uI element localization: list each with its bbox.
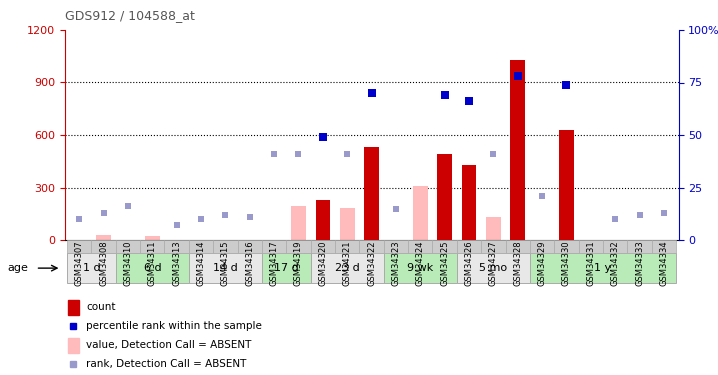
Text: 17 d: 17 d [274, 263, 299, 273]
Text: GSM34320: GSM34320 [318, 241, 327, 286]
Text: GSM34328: GSM34328 [513, 241, 522, 286]
Bar [67, 300, 79, 315]
Bar [315, 200, 330, 240]
Text: GSM34310: GSM34310 [123, 241, 132, 286]
Bar [360, 240, 383, 253]
Bar [437, 154, 452, 240]
Text: GSM34319: GSM34319 [294, 241, 303, 286]
Bar [96, 235, 111, 240]
Bar [579, 240, 603, 253]
Text: GSM34322: GSM34322 [367, 241, 376, 286]
Text: GSM34313: GSM34313 [172, 241, 181, 286]
Text: 14 d: 14 d [213, 263, 238, 273]
Bar [262, 240, 286, 253]
Text: GSM34325: GSM34325 [440, 241, 449, 286]
Bar [189, 253, 262, 283]
Bar [145, 236, 159, 240]
Text: GSM34317: GSM34317 [270, 241, 279, 286]
Bar [457, 253, 530, 283]
Bar [652, 240, 676, 253]
Bar [67, 253, 116, 283]
Bar [559, 130, 574, 240]
Text: GSM34326: GSM34326 [465, 241, 473, 286]
Text: GSM34321: GSM34321 [342, 241, 352, 286]
Bar [462, 165, 476, 240]
Bar [486, 217, 500, 240]
Text: GDS912 / 104588_at: GDS912 / 104588_at [65, 9, 195, 22]
Bar [67, 338, 79, 352]
Text: 1 y: 1 y [595, 263, 612, 273]
Text: GSM34314: GSM34314 [197, 241, 205, 286]
Bar [335, 240, 360, 253]
Bar [213, 240, 238, 253]
Text: GSM34331: GSM34331 [587, 241, 595, 286]
Bar [510, 60, 525, 240]
Text: GSM34323: GSM34323 [391, 241, 401, 286]
Text: GSM34330: GSM34330 [562, 241, 571, 286]
Text: value, Detection Call = ABSENT: value, Detection Call = ABSENT [86, 340, 251, 350]
Text: GSM34333: GSM34333 [635, 241, 644, 286]
Text: GSM34332: GSM34332 [611, 241, 620, 286]
Text: percentile rank within the sample: percentile rank within the sample [86, 321, 262, 331]
Bar [67, 240, 91, 253]
Text: 1 d: 1 d [83, 263, 101, 273]
Bar [413, 186, 428, 240]
Bar [432, 240, 457, 253]
Bar [116, 240, 140, 253]
Bar [530, 253, 676, 283]
Bar [140, 240, 164, 253]
Bar [628, 240, 652, 253]
Text: 6 d: 6 d [144, 263, 161, 273]
Text: GSM34311: GSM34311 [148, 241, 157, 286]
Bar [292, 206, 306, 240]
Bar [481, 240, 505, 253]
Text: 9 wk: 9 wk [407, 263, 434, 273]
Bar [383, 253, 457, 283]
Text: GSM34324: GSM34324 [416, 241, 425, 286]
Bar [238, 240, 262, 253]
Text: GSM34327: GSM34327 [489, 241, 498, 286]
Text: rank, Detection Call = ABSENT: rank, Detection Call = ABSENT [86, 359, 246, 369]
Bar [530, 240, 554, 253]
Bar [91, 240, 116, 253]
Text: age: age [7, 263, 28, 273]
Bar [116, 253, 189, 283]
Bar [189, 240, 213, 253]
Bar [364, 147, 379, 240]
Text: GSM34307: GSM34307 [75, 241, 84, 286]
Text: GSM34334: GSM34334 [659, 241, 668, 286]
Text: 5 mo: 5 mo [480, 263, 508, 273]
Text: 23 d: 23 d [335, 263, 360, 273]
Bar [340, 208, 355, 240]
Text: GSM34315: GSM34315 [221, 241, 230, 286]
Bar [311, 240, 335, 253]
Bar [457, 240, 481, 253]
Bar [603, 240, 628, 253]
Bar [164, 240, 189, 253]
Text: count: count [86, 303, 116, 312]
Text: GSM34308: GSM34308 [99, 241, 108, 286]
Bar [505, 240, 530, 253]
Bar [554, 240, 579, 253]
Bar [383, 240, 408, 253]
Text: GSM34316: GSM34316 [246, 241, 254, 286]
Bar [311, 253, 383, 283]
Bar [262, 253, 311, 283]
Bar [408, 240, 432, 253]
Text: GSM34329: GSM34329 [538, 241, 546, 286]
Bar [286, 240, 311, 253]
